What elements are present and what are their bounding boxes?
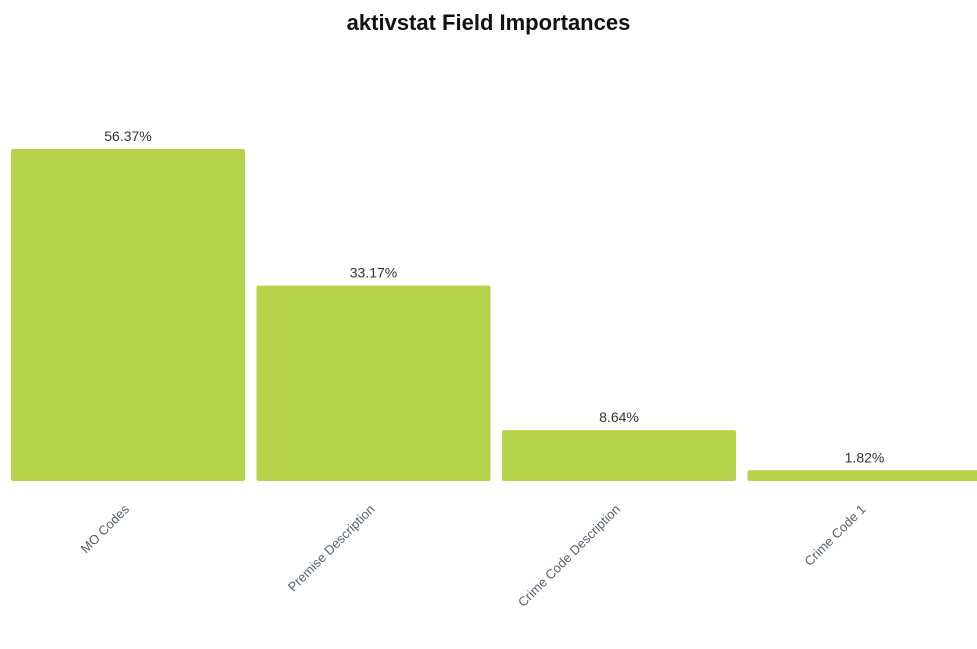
data-label: 8.64%: [599, 409, 639, 425]
x-tick-label: Premise Description: [285, 502, 378, 595]
bar-crime-code-description: [502, 430, 736, 481]
x-tick-label: Crime Code Description: [515, 502, 623, 610]
bar-crime-code-1: [747, 470, 977, 481]
x-tick-label: MO Codes: [78, 501, 133, 556]
bar-premise-description: [256, 285, 491, 481]
data-label: 1.82%: [845, 449, 885, 465]
data-label: 56.37%: [104, 128, 151, 144]
bar-mo-codes: [11, 149, 245, 481]
chart-title: aktivstat Field Importances: [346, 10, 631, 35]
x-tick-label: Crime Code 1: [801, 502, 868, 569]
data-label: 33.17%: [350, 265, 397, 281]
